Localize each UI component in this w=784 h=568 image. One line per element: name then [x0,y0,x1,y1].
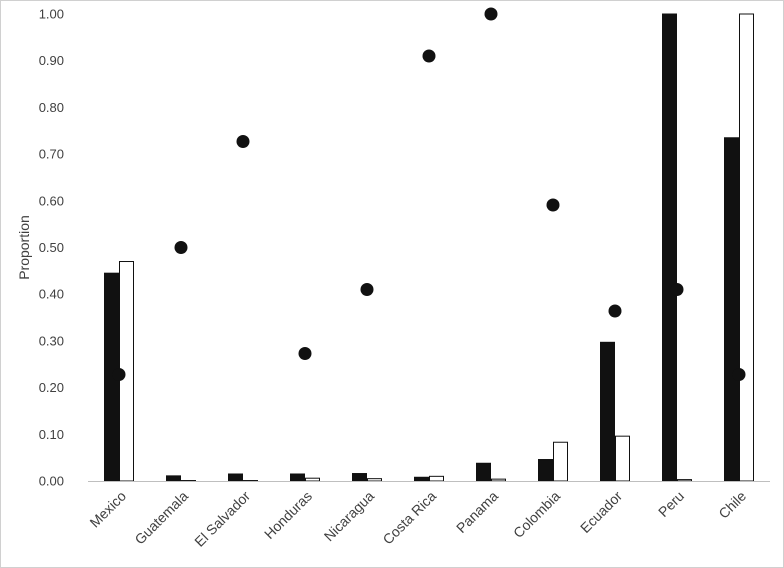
bar-white [677,479,692,482]
bar-black [290,473,305,482]
bar-black [724,137,739,482]
x-tick-label: Mexico [86,488,129,531]
bar-black [166,475,181,482]
y-tick-label: 0.20 [39,380,64,395]
data-point [546,198,560,212]
y-tick-label: 0.60 [39,193,64,208]
bar-white [305,477,320,482]
bar-white [429,475,444,482]
data-point [236,134,250,148]
data-point [484,7,498,21]
y-tick-label: 0.80 [39,100,64,115]
x-tick-label: Costa Rica [379,488,439,548]
y-tick-label: 0.10 [39,427,64,442]
data-point [732,368,746,382]
data-point [670,283,684,297]
bar-white [615,435,630,482]
y-tick-label: 0.00 [39,474,64,489]
y-tick-label: 0.30 [39,333,64,348]
bar-black [600,341,615,482]
bar-white [739,13,754,482]
y-tick-label: 0.40 [39,287,64,302]
x-tick-label: Panama [453,488,501,536]
x-tick-label: Ecuador [577,488,625,536]
y-tick-label: 1.00 [39,7,64,22]
x-tick-label: El Salvador [191,488,253,550]
x-tick-label: Nicaragua [321,488,378,545]
points [112,7,746,382]
y-tick-label: 0.70 [39,147,64,162]
x-tick-label: Chile [715,488,749,522]
y-tick-label: 0.90 [39,53,64,68]
x-tick-label: Colombia [510,488,563,541]
data-point [422,49,436,63]
data-point [112,368,126,382]
bar-black [228,473,243,482]
x-tick-label: Honduras [261,488,315,542]
bars [104,13,754,482]
bar-black [538,459,553,482]
y-tick-label: 0.50 [39,240,64,255]
x-axis-ticks: Mexico Guatemala El Salvador Honduras Nicara… [86,488,749,550]
data-point [298,347,312,361]
bar-black [662,13,677,482]
x-tick-label: Guatemala [131,488,191,548]
x-tick-label: Peru [655,488,687,520]
bar-black [352,473,367,482]
data-point [608,304,622,318]
data-point [174,241,188,254]
bar-black [414,476,429,482]
bar-black [476,462,491,482]
y-axis-ticks: 0.00 0.10 0.20 0.30 0.40 0.50 0.60 0.70 0.80 0.90… [39,7,64,489]
bar-white [553,441,568,482]
bar-white [181,480,196,482]
data-point [360,283,374,297]
bar-white [367,478,382,482]
y-axis-title: Proportion [16,215,32,280]
bar-white [491,478,506,482]
bar-white [243,480,258,482]
